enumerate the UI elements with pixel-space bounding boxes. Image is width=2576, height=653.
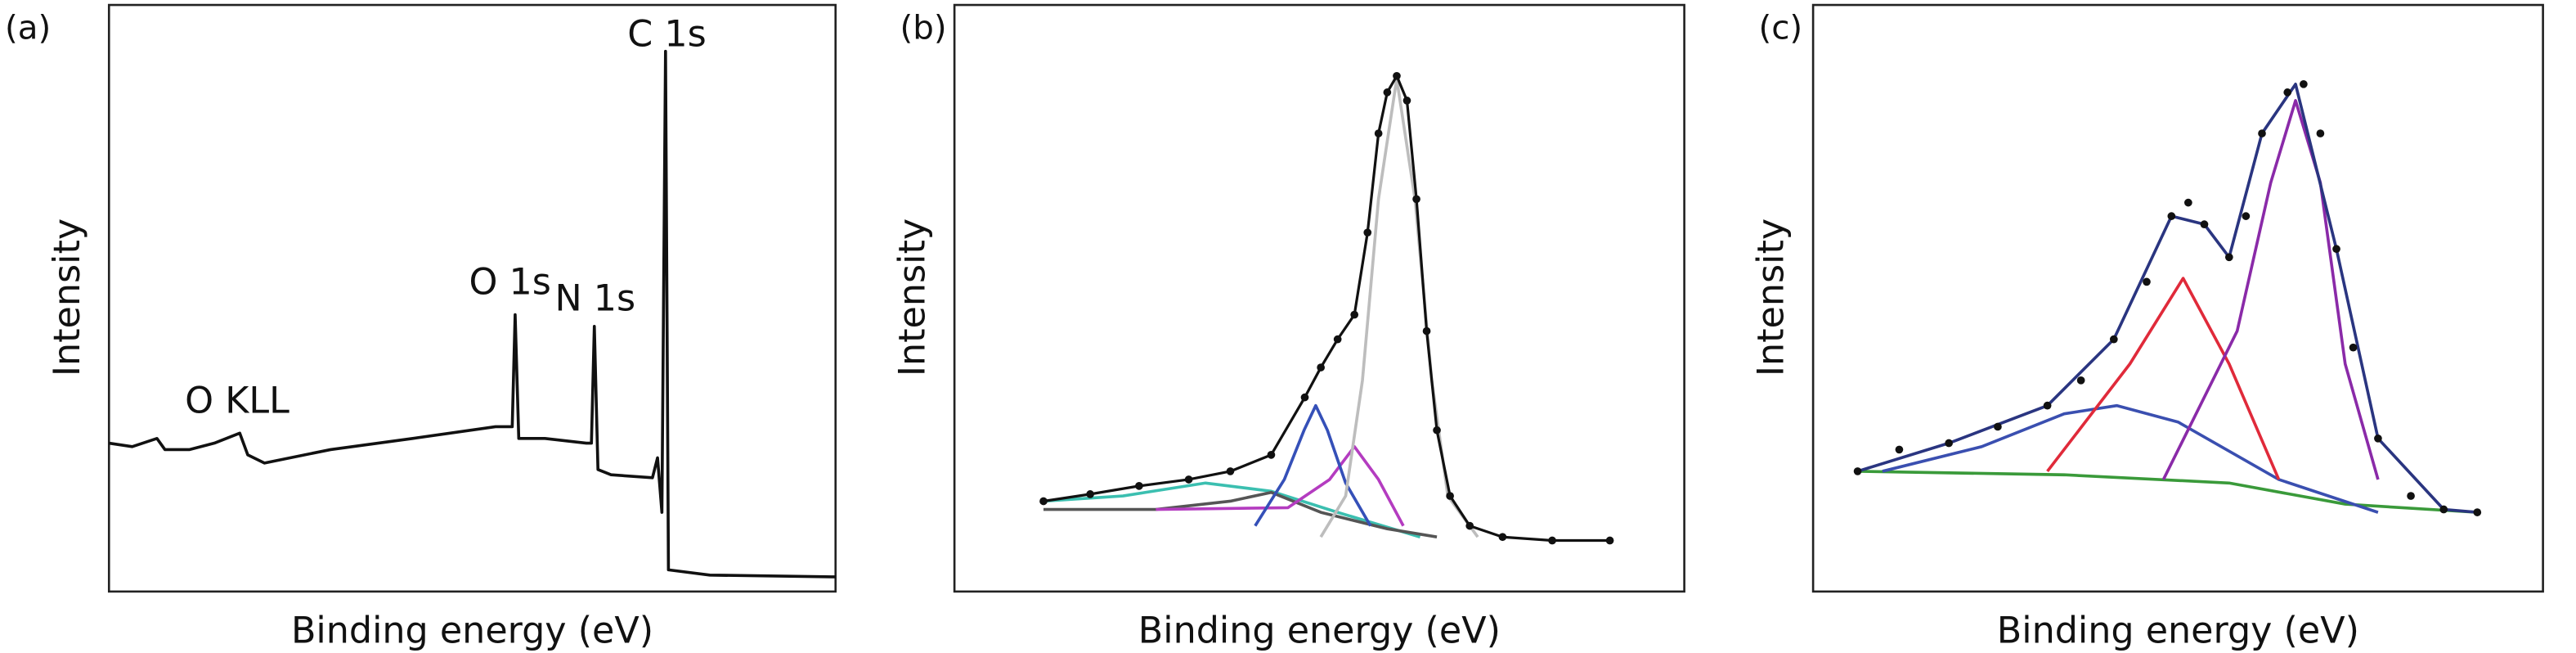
data-point <box>1135 482 1143 490</box>
data-point <box>1383 88 1392 97</box>
data-point <box>1363 228 1372 237</box>
data-point <box>1374 129 1383 137</box>
data-point <box>1446 492 1454 500</box>
spectrum-line <box>1043 74 1610 543</box>
data-point <box>2349 343 2358 352</box>
spectrum-line <box>1319 77 1479 538</box>
x-axis-label: Binding energy (eV) <box>291 610 653 651</box>
data-point <box>2109 335 2118 344</box>
data-point <box>2242 212 2251 220</box>
spectrum-line <box>1857 470 2478 514</box>
panel-label: (c) <box>1758 8 1802 47</box>
data-point <box>2439 505 2448 514</box>
data-point <box>2407 492 2415 500</box>
data-point <box>1333 335 1342 344</box>
peak-annotation: O KLL <box>185 381 289 422</box>
data-point <box>2184 198 2192 207</box>
data-point <box>1465 521 1474 530</box>
data-point <box>1605 536 1614 545</box>
data-point <box>1945 439 1953 448</box>
panel-label: (a) <box>5 8 51 47</box>
data-point <box>1498 533 1507 542</box>
plot-frame <box>953 3 1685 593</box>
data-point <box>1300 393 1309 402</box>
data-point <box>1433 426 1441 435</box>
data-point <box>1853 467 1862 475</box>
y-axis-label: Intensity <box>892 218 934 376</box>
data-point <box>2143 277 2151 286</box>
data-point <box>2076 376 2085 385</box>
data-point <box>2316 129 2325 137</box>
spectrum-line <box>1043 490 1438 539</box>
data-point <box>1267 451 1276 459</box>
data-point <box>1184 475 1193 484</box>
data-point <box>1039 497 1048 506</box>
data-point <box>2283 88 2292 97</box>
y-axis-label: Intensity <box>47 218 88 376</box>
data-point <box>2473 508 2482 516</box>
data-point <box>1895 445 1904 454</box>
data-point <box>1412 195 1420 204</box>
panel-label: (b) <box>900 8 946 47</box>
x-axis-label: Binding energy (eV) <box>1997 610 2359 651</box>
spectrum-line <box>108 49 836 579</box>
data-point <box>2374 434 2382 443</box>
plot-frame <box>107 3 837 593</box>
data-point <box>1086 490 1094 498</box>
data-point <box>1226 467 1235 475</box>
data-point <box>2167 212 2176 220</box>
spectrum-line <box>1857 83 2478 514</box>
data-point <box>1393 71 1401 80</box>
data-point <box>2043 401 2052 410</box>
peak-annotation: O 1s <box>469 261 550 303</box>
peak-annotation: N 1s <box>554 278 635 320</box>
data-point <box>2224 253 2233 262</box>
x-axis-label: Binding energy (eV) <box>1138 610 1501 651</box>
spectrum-line <box>1254 403 1372 527</box>
data-point <box>2300 79 2308 88</box>
plot-frame <box>1811 3 2544 593</box>
data-point <box>1402 97 1411 105</box>
data-point <box>2258 129 2266 137</box>
data-point <box>1548 536 1556 545</box>
y-axis-label: Intensity <box>1751 218 1793 376</box>
data-point <box>2200 220 2209 228</box>
data-point <box>1317 363 1325 372</box>
spectrum-line <box>1043 481 1421 538</box>
data-point <box>1422 326 1431 336</box>
data-point <box>1350 310 1359 319</box>
peak-annotation: C 1s <box>627 13 707 55</box>
spectrum-line <box>2161 99 2380 480</box>
data-point <box>1994 422 2002 431</box>
spectrum-line <box>2046 277 2281 480</box>
data-point <box>2332 245 2340 254</box>
